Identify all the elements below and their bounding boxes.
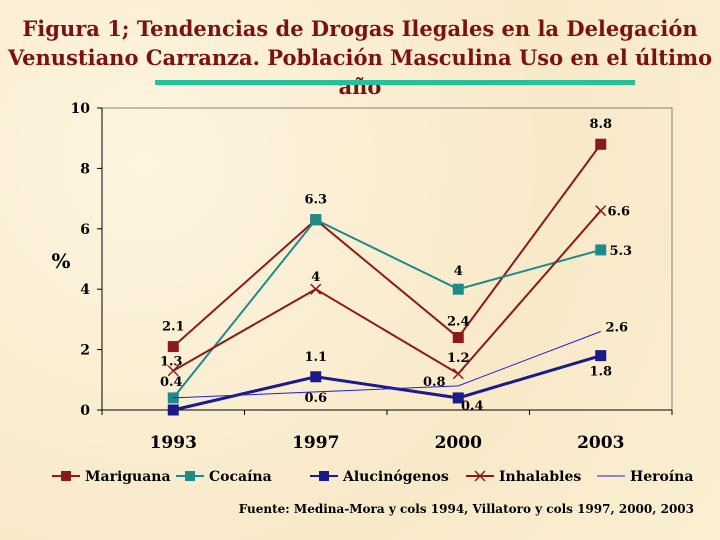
data-point: [452, 283, 464, 295]
legend-label: Alucinógenos: [342, 469, 449, 485]
data-label: 4: [454, 264, 463, 279]
plot-area: [101, 107, 673, 411]
y-tick-label: 0: [80, 403, 90, 419]
data-label: 5.3: [609, 244, 632, 259]
y-tick-label: 4: [80, 282, 90, 298]
data-point: [452, 392, 464, 404]
data-point: [452, 368, 464, 380]
data-label: 2.6: [605, 320, 628, 335]
legend-marker: [185, 471, 195, 481]
y-axis-label: %: [51, 249, 70, 273]
data-point: [167, 365, 179, 377]
series-line-2: [172, 354, 602, 412]
data-label: 6.3: [304, 193, 327, 208]
legend-label: Mariguana: [85, 469, 171, 485]
data-point: [310, 283, 322, 295]
legend-marker: [61, 471, 71, 481]
y-tick-label: 2: [80, 343, 90, 359]
data-label: 2.1: [162, 320, 185, 335]
data-point: [595, 244, 607, 256]
data-point: [310, 214, 322, 226]
y-tick-label: 10: [71, 101, 91, 117]
data-label: 2.4: [447, 315, 470, 330]
series-line-1: [172, 218, 602, 399]
x-tick-label: 2000: [435, 433, 482, 453]
chart-title-line-1: Figura 1; Tendencias de Drogas Ilegales …: [22, 16, 698, 41]
data-point: [595, 350, 607, 362]
data-point: [167, 404, 179, 416]
source-note: Fuente: Medina-Mora y cols 1994, Villato…: [238, 502, 694, 516]
legend-marker: [319, 471, 329, 481]
data-label: 0.6: [304, 391, 327, 406]
data-label: 0.4: [461, 399, 484, 414]
x-tick-label: 2003: [577, 433, 624, 453]
data-point: [595, 138, 607, 150]
series-line-4: [173, 331, 601, 399]
data-point: [167, 341, 179, 353]
data-label: 1.2: [447, 351, 470, 366]
legend-marker: [474, 470, 486, 482]
title-underline: [155, 80, 635, 85]
data-point: [595, 205, 607, 217]
data-label: 1.3: [160, 355, 183, 370]
y-tick-label: 6: [80, 222, 90, 238]
data-label: 0.8: [423, 375, 446, 390]
x-tick-label: 1997: [292, 433, 339, 453]
series-line-3: [172, 210, 602, 376]
series-line-0: [172, 143, 602, 348]
data-label: 8.8: [589, 117, 612, 132]
data-point: [310, 371, 322, 383]
legend-label: Cocaína: [209, 469, 272, 485]
data-label: 4: [311, 270, 320, 285]
data-label: 1.8: [589, 365, 612, 380]
data-label: 6.6: [607, 205, 630, 220]
data-label: 0.4: [160, 375, 183, 390]
x-tick-label: 1993: [150, 433, 197, 453]
data-point: [452, 332, 464, 344]
legend-label: Heroína: [630, 469, 693, 485]
legend-label: Inhalables: [499, 469, 581, 485]
chart-title-line-2: Venustiano Carranza. Población Masculina…: [7, 45, 713, 99]
data-label: 1.1: [304, 350, 327, 365]
chart-title: Figura 1; Tendencias de Drogas Ilegales …: [0, 14, 720, 101]
y-tick-label: 8: [80, 161, 90, 177]
